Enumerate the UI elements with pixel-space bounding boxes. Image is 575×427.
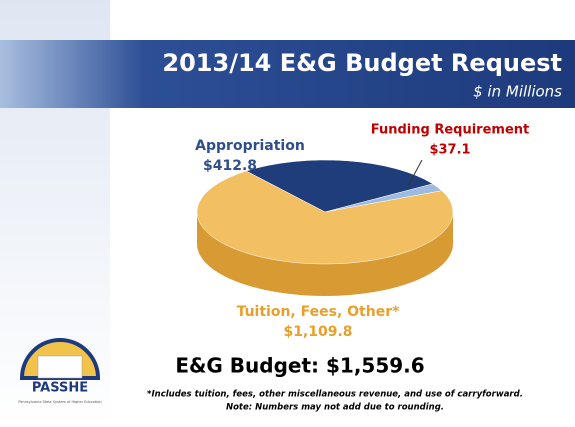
total-annotation: E&G Budget: $1,559.6 xyxy=(175,354,424,378)
footnote: *Includes tuition, fees, other miscellan… xyxy=(147,390,523,400)
slice-label: Funding Requirement xyxy=(371,123,530,138)
pie-side xyxy=(197,212,453,296)
logo-subtitle: Pennsylvania State System of Higher Educ… xyxy=(18,400,101,404)
pie-slice xyxy=(245,159,434,213)
slice-label: Tuition, Fees, Other* xyxy=(237,304,401,320)
title-band xyxy=(0,40,575,108)
title: 2013/14 E&G Budget Request xyxy=(162,49,562,77)
logo-map xyxy=(37,355,83,379)
subtitle: $ in Millions xyxy=(473,83,562,101)
slice-value: $1,109.8 xyxy=(283,324,352,340)
leader-line xyxy=(407,159,423,187)
pie xyxy=(196,159,454,296)
slice-value: $37.1 xyxy=(429,143,470,158)
logo-name: PASSHE xyxy=(32,381,88,396)
pie-slice xyxy=(196,170,454,265)
slice-label: Appropriation xyxy=(195,138,305,154)
logo: PASSHE Pennsylvania State System of High… xyxy=(18,338,102,404)
slice-value: $412.8 xyxy=(203,158,257,174)
footnote: Note: Numbers may not add due to roundin… xyxy=(226,403,444,413)
